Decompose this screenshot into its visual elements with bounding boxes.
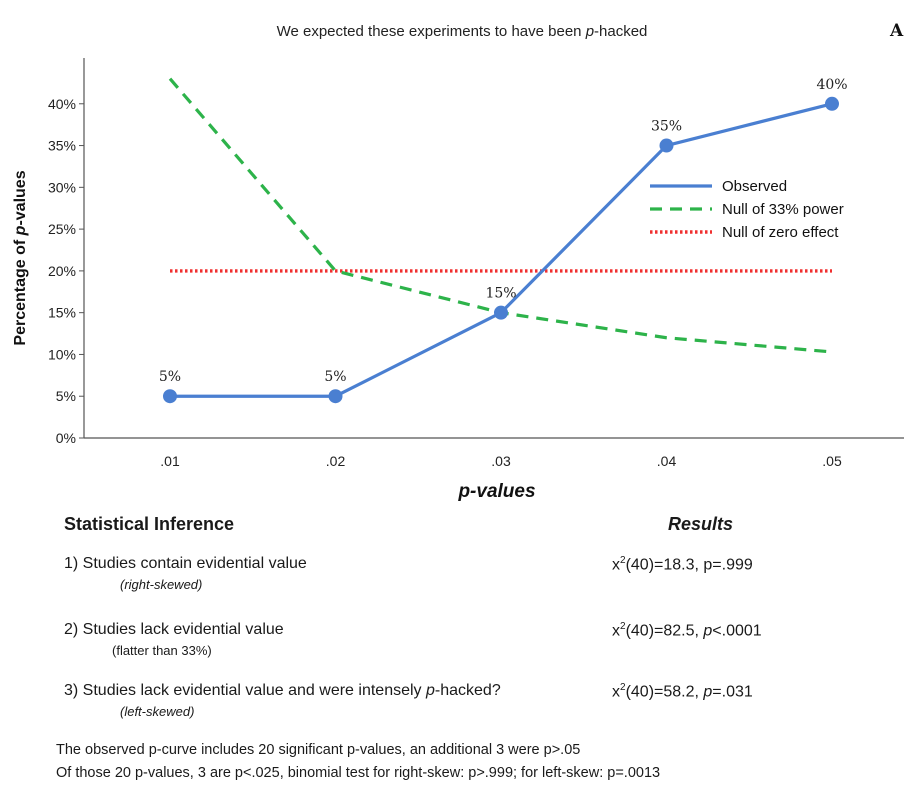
x-tick-label: .02	[326, 453, 346, 469]
x-tick-label: .01	[160, 453, 180, 469]
inference-header: Statistical Inference	[64, 514, 235, 534]
axes: 0% 5% 10% 15% 20% 25% 30% 35% 40% .01 .02 .03 .04 .05	[48, 58, 904, 469]
y-axis-label: Percentage of p-values	[12, 170, 29, 345]
observed-data-label: 15%	[485, 286, 516, 302]
y-tick-label: 35%	[48, 138, 76, 154]
legend-label-0: Observed	[722, 178, 787, 195]
footnote-1: The observed p-curve includes 20 signifi…	[56, 742, 581, 758]
results-header: Results	[668, 514, 734, 534]
result-3: x2(40)=58.2, p=.031	[612, 682, 753, 701]
series-line-0	[170, 102, 833, 398]
observed-data-label: 5%	[324, 369, 346, 385]
observed-data-label: 35%	[651, 119, 682, 135]
plot-area: 5% 5% 15% 35% 40%	[159, 77, 848, 404]
inference-item-1: 1) Studies contain evidential value	[64, 555, 307, 572]
x-axis-label: p-values	[457, 481, 535, 502]
observed-point	[825, 96, 839, 111]
y-tick-label: 0%	[56, 430, 76, 446]
y-tick-label: 20%	[48, 263, 76, 279]
chart-title: We expected these experiments to have be…	[277, 23, 648, 40]
p-curve-chart: We expected these experiments to have be…	[12, 21, 904, 502]
footnote-2: Of those 20 p-values, 3 are p<.025, bino…	[56, 765, 661, 781]
observed-point	[659, 138, 674, 153]
legend-label-1: Null of 33% power	[722, 201, 844, 218]
observed-point	[494, 305, 508, 320]
observed-point	[163, 389, 177, 404]
legend: Observed Null of 33% power Null of zero ef…	[650, 178, 844, 241]
y-tick-label: 10%	[48, 346, 76, 362]
y-tick-label: 40%	[48, 96, 76, 112]
result-2: x2(40)=82.5, p<.0001	[612, 621, 762, 640]
legend-label-2: Null of zero effect	[722, 224, 839, 241]
inference-item-3: 3) Studies lack evidential value and wer…	[64, 682, 501, 699]
x-tick-label: .03	[491, 453, 511, 469]
y-tick-label: 15%	[48, 305, 76, 321]
x-tick-label: .04	[657, 453, 677, 469]
panel-label: A	[889, 21, 904, 41]
y-tick-label: 5%	[56, 388, 76, 404]
y-tick-label: 25%	[48, 221, 76, 237]
observed-data-label: 5%	[159, 369, 181, 385]
inference-item-2: 2) Studies lack evidential value	[64, 621, 284, 638]
inference-sub-2: (flatter than 33%)	[112, 643, 212, 658]
inference-sub-1: (right-skewed)	[120, 577, 203, 592]
observed-data-label: 40%	[816, 77, 847, 93]
observed-point	[328, 389, 343, 404]
inference-sub-3: (left-skewed)	[120, 704, 195, 719]
x-tick-label: .05	[822, 453, 842, 469]
result-1: x2(40)=18.3, p=.999	[612, 555, 753, 574]
y-tick-label: 30%	[48, 179, 76, 195]
